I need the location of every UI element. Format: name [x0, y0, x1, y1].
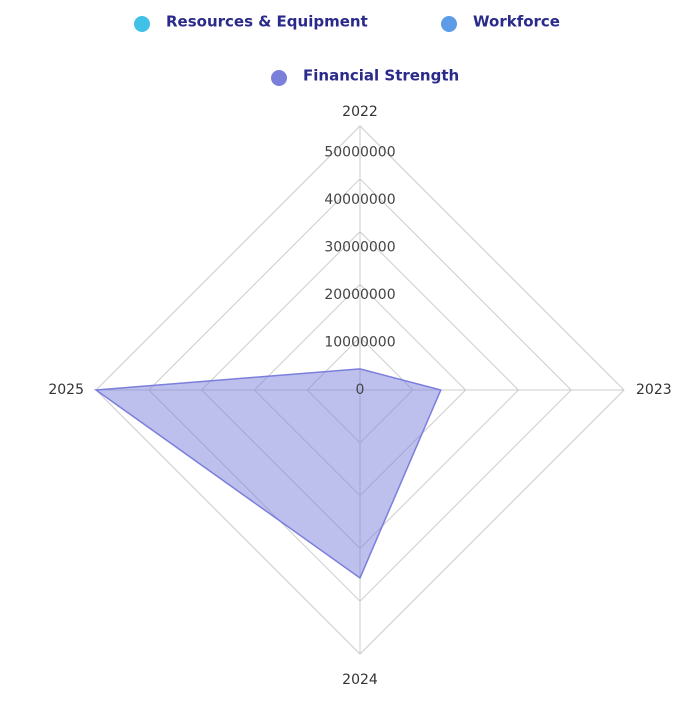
- legend-marker: [271, 70, 287, 86]
- y-tick-label: 40000000: [324, 192, 395, 208]
- y-tick-label: 30000000: [324, 239, 395, 255]
- legend-label: Resources & Equipment: [166, 13, 368, 31]
- category-label: 2022: [342, 104, 378, 120]
- y-tick-label: 10000000: [324, 334, 395, 350]
- category-label: 2023: [636, 382, 672, 398]
- category-label: 2025: [48, 382, 84, 398]
- category-label: 2024: [342, 672, 378, 688]
- y-tick-label: 50000000: [324, 144, 395, 160]
- y-tick-label: 20000000: [324, 287, 395, 303]
- legend-label: Workforce: [473, 13, 560, 31]
- legend-label: Financial Strength: [303, 67, 459, 85]
- series-area: [93, 368, 442, 580]
- legend-marker: [441, 16, 457, 32]
- legend-marker: [134, 16, 150, 32]
- y-tick-label: 0: [356, 382, 365, 398]
